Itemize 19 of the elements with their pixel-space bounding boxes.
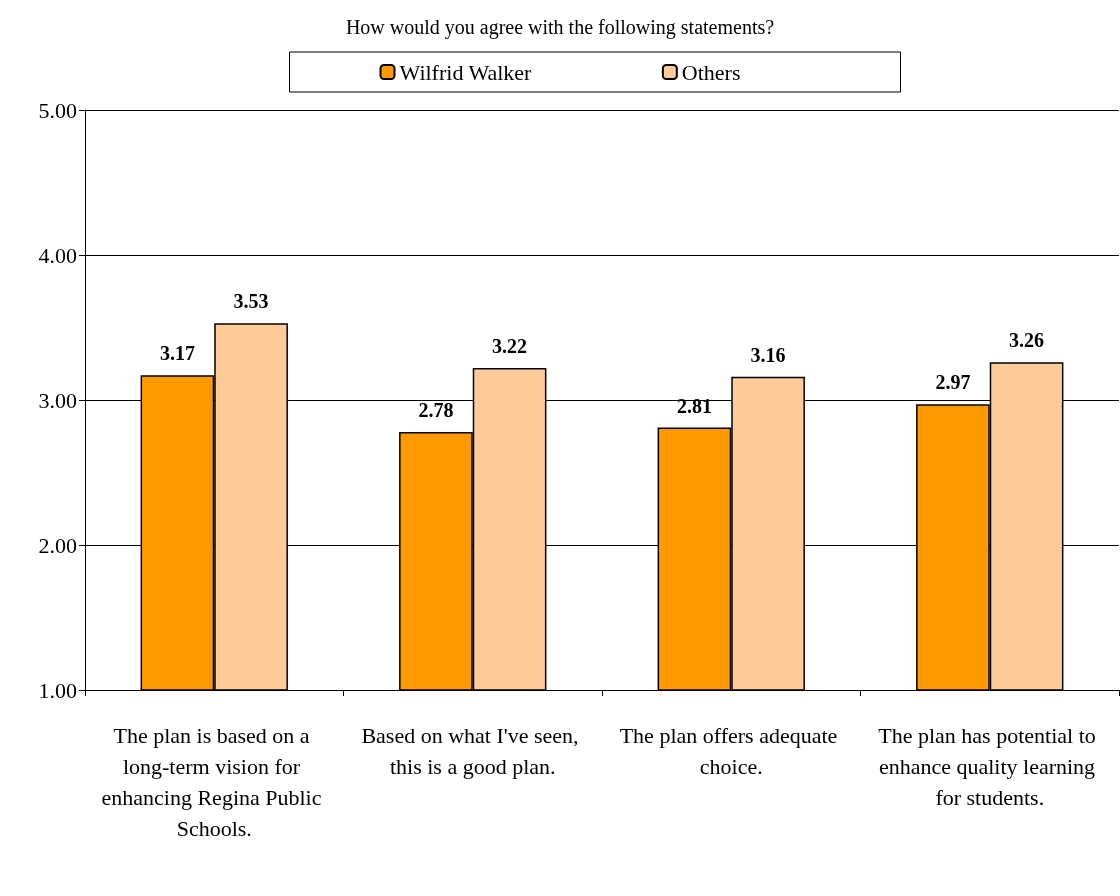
- y-tick-label: 5.00: [38, 97, 77, 123]
- data-label: 3.53: [233, 290, 269, 313]
- data-label: 3.16: [750, 343, 786, 366]
- x-tick-label: The plan is based on a long-term vision for enhancing Regina Public Schools.: [101, 723, 327, 841]
- data-label: 2.97: [935, 371, 971, 394]
- chart-title: How would you agree with the following statements?: [345, 16, 775, 39]
- x-tick-label: Based on what I've seen, this is a good plan.: [361, 723, 585, 779]
- y-tick-label: 1.00: [38, 677, 77, 703]
- y-tick-label: 4.00: [38, 242, 77, 268]
- data-label: 3.22: [492, 335, 528, 358]
- y-tick-label: 3.00: [38, 387, 77, 413]
- data-label: 3.17: [159, 342, 195, 365]
- y-tick-label: 2.00: [38, 532, 77, 558]
- x-tick-label: The plan offers adequate choice.: [619, 723, 843, 779]
- data-label: 3.26: [1009, 329, 1045, 352]
- x-tick-label: The plan has potential to enhance quality learning for students.: [878, 723, 1102, 810]
- legend-label: Wilfrid Walker: [399, 59, 533, 85]
- data-label: 2.78: [418, 398, 454, 421]
- legend-label: Others: [681, 59, 741, 85]
